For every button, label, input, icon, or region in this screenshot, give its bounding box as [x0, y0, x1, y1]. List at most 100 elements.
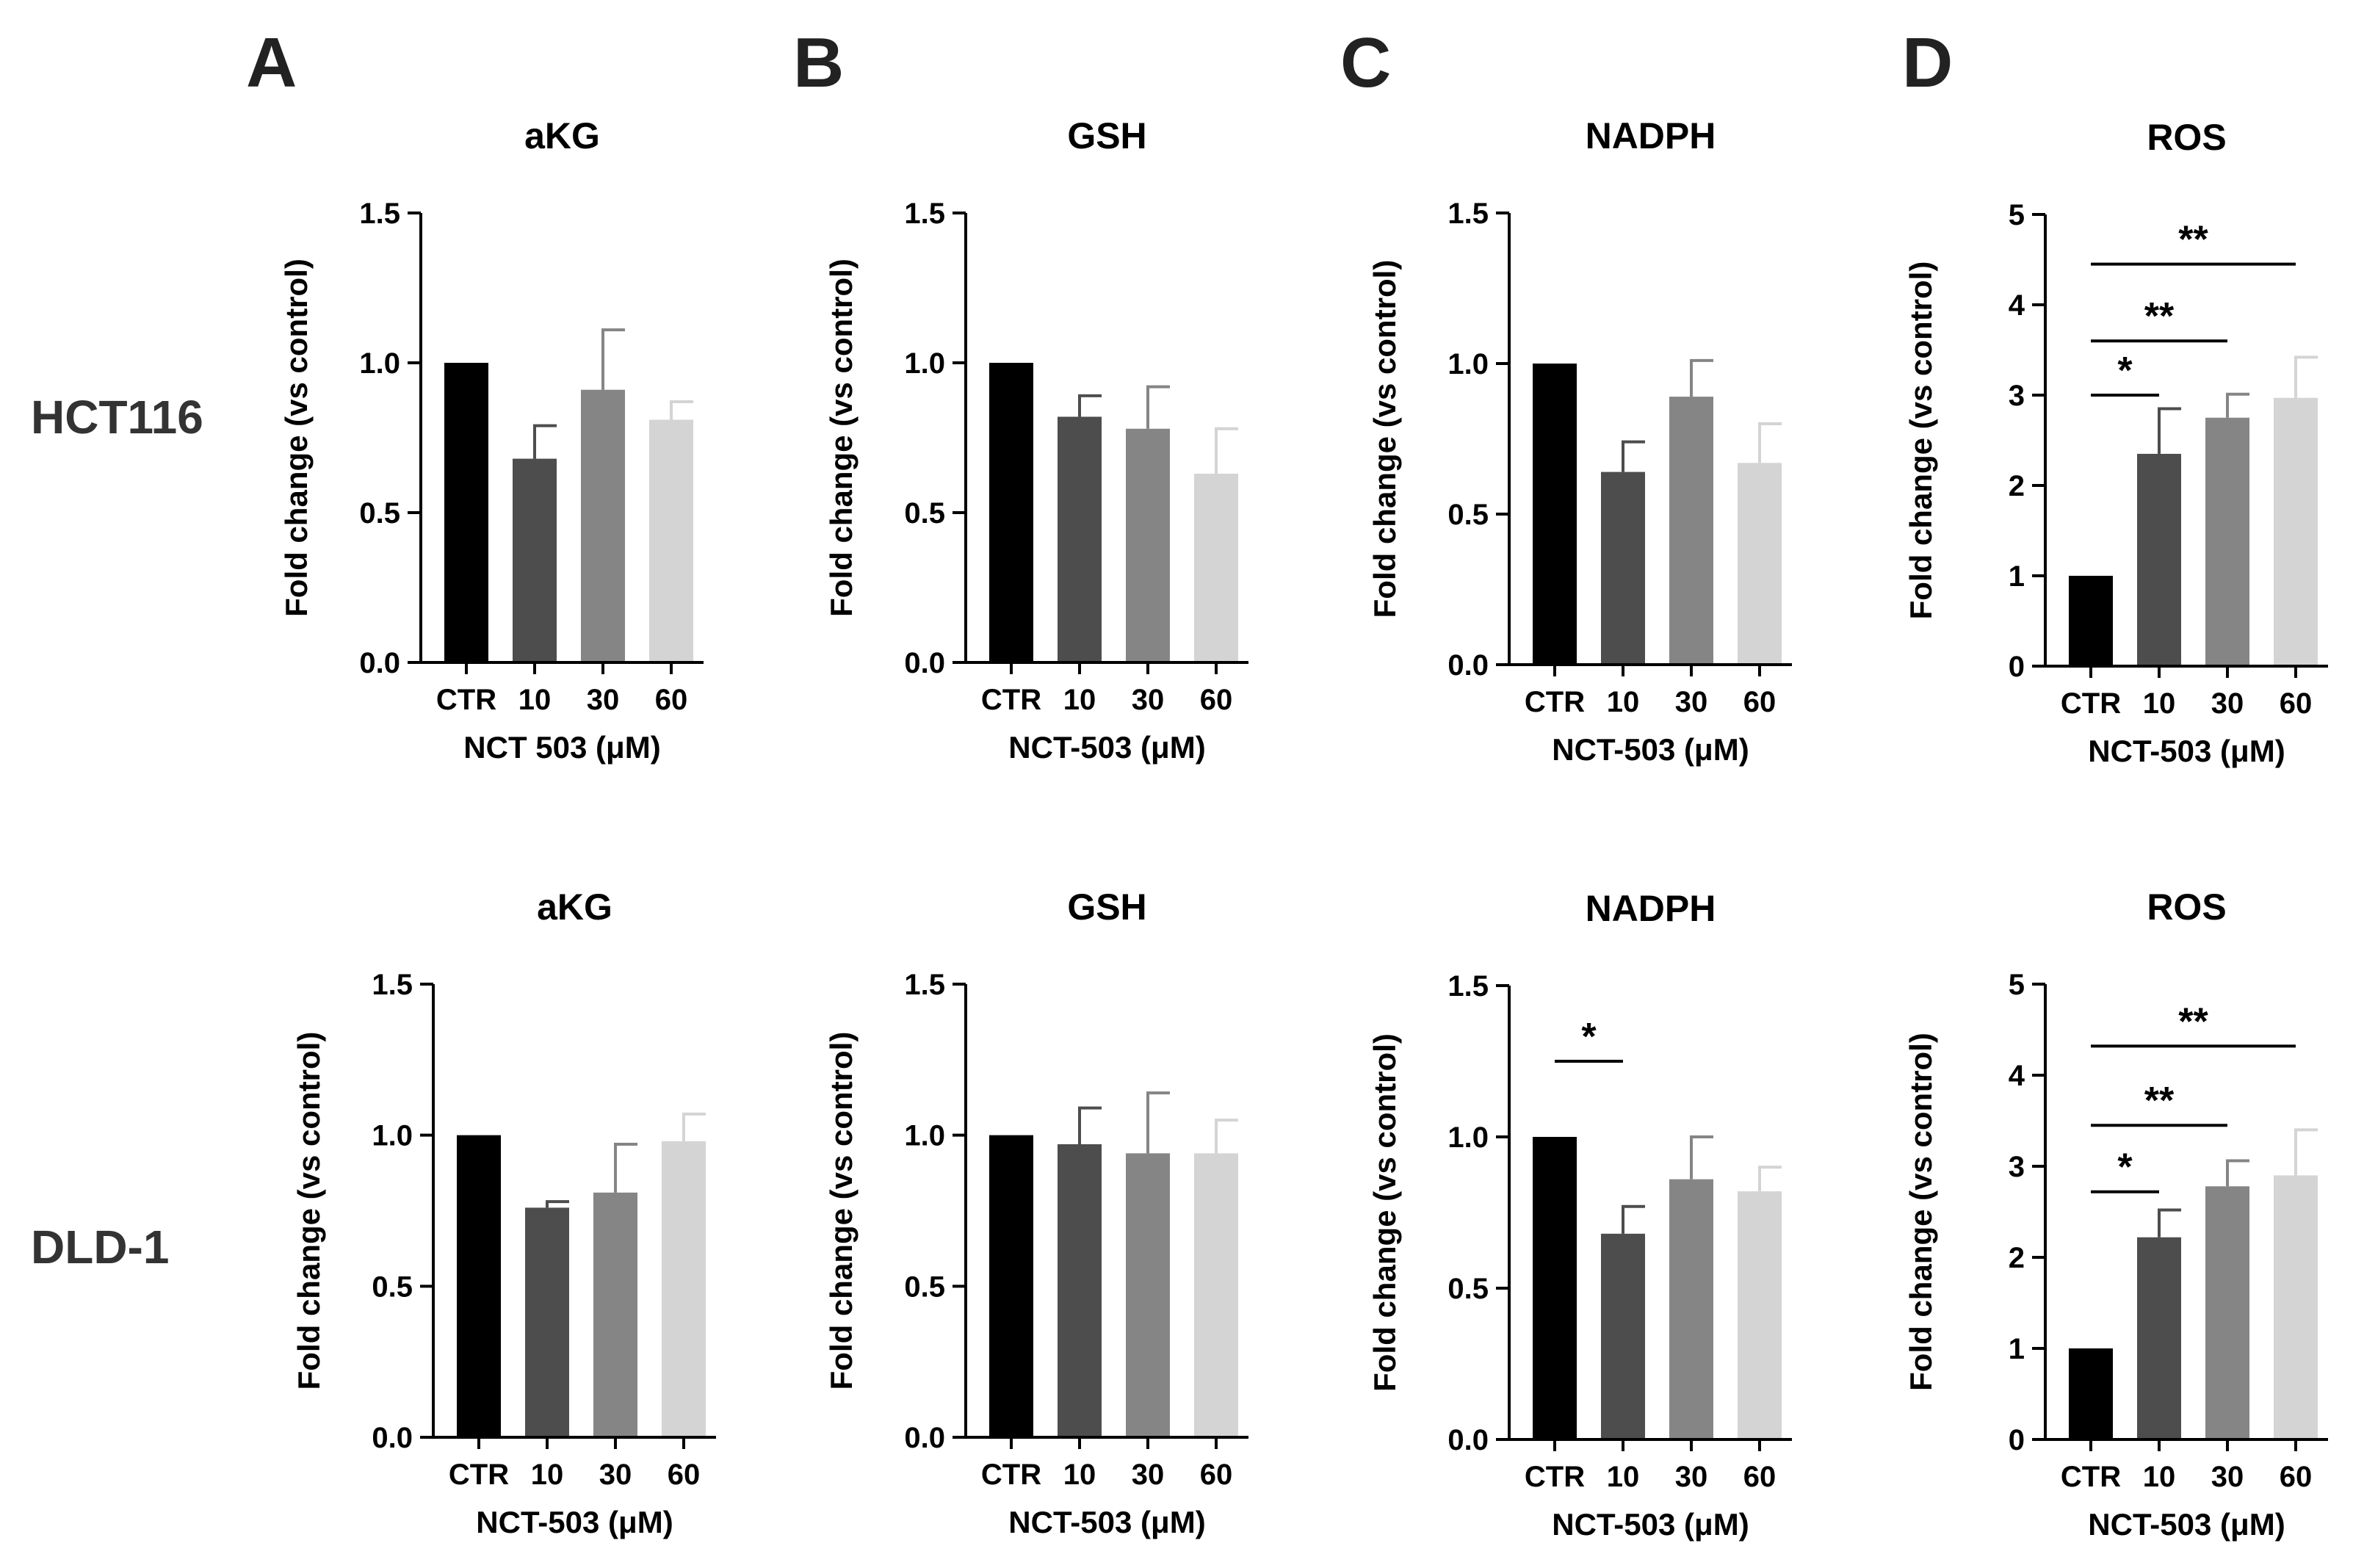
y-tick-label: 5	[2009, 199, 2025, 231]
y-tick-label: 1.5	[372, 969, 413, 1001]
x-tick-label: 10	[1607, 686, 1640, 718]
y-tick-label: 0.0	[1447, 1424, 1489, 1456]
bar-60	[1194, 473, 1238, 662]
y-tick-label: 2	[2009, 470, 2025, 502]
bar-ctr	[457, 1135, 501, 1437]
y-tick-label: 1.0	[372, 1120, 413, 1152]
y-tick-label: 0	[2009, 1424, 2025, 1456]
bar-30	[2205, 417, 2249, 666]
bar-30	[581, 389, 625, 662]
y-tick-label: 2	[2009, 1242, 2025, 1274]
y-tick-label: 0.5	[359, 497, 400, 530]
x-tick-label: 30	[2211, 687, 2244, 720]
bar-60	[1738, 463, 1782, 665]
x-axis-label: NCT-503 (μM)	[1008, 730, 1205, 765]
y-tick-label: 1.0	[904, 347, 945, 380]
bar-60	[2274, 1175, 2318, 1439]
y-tick-label: 1.0	[904, 1120, 945, 1152]
y-axis-label: Fold change (vs control)	[1367, 260, 1402, 618]
significance-label: **	[2178, 219, 2208, 261]
y-tick-label: 1.5	[359, 198, 400, 230]
x-axis-label: NCT 503 (μM)	[463, 730, 660, 765]
row-label-hct116: HCT116	[31, 391, 203, 444]
y-tick-label: 3	[2009, 380, 2025, 412]
bar-10	[513, 458, 557, 662]
panel-letter-c: C	[1340, 24, 1391, 102]
x-axis-label: NCT-503 (μM)	[2088, 734, 2285, 768]
chart-hct116-gsh: GSH 0.0 0.5 1.0 1.5 CTR 10 30 60 NCT-503 (μM) Fold…	[824, 115, 1248, 765]
x-tick-label: 30	[1132, 684, 1165, 716]
chart-title: GSH	[1067, 115, 1146, 156]
x-tick-label: 30	[587, 684, 620, 716]
significance-label: *	[2117, 350, 2133, 392]
x-tick-label: 60	[1743, 686, 1777, 718]
y-tick-label: 0.0	[359, 647, 400, 679]
chart-dld1-ros: ROS 0 1 2 3 4 5 CTR 10 30 60 NCT-503 (μM) Fold chang…	[1904, 886, 2328, 1542]
x-axis-label: NCT-503 (μM)	[1552, 732, 1749, 767]
bar-30	[1669, 1179, 1713, 1439]
chart-dld1-akg: aKG 0.0 0.5 1.0 1.5 CTR 10 30 60 NCT-503 (μM) Fold…	[292, 886, 716, 1539]
panel-letter-d: D	[1902, 24, 1953, 102]
x-tick-label: CTR	[2061, 687, 2121, 720]
y-tick-label: 1.0	[1447, 1121, 1489, 1154]
bar-ctr	[989, 363, 1033, 662]
row-label-dld1: DLD-1	[31, 1221, 169, 1273]
chart-title: NADPH	[1586, 888, 1716, 929]
significance-label: *	[2117, 1146, 2133, 1189]
x-tick-label: 30	[1675, 1461, 1708, 1493]
bar-ctr	[444, 363, 488, 662]
y-axis-label: Fold change (vs control)	[1367, 1033, 1402, 1392]
chart-title: aKG	[537, 886, 612, 928]
x-axis-label: NCT-503 (μM)	[1008, 1505, 1205, 1539]
x-tick-label: 10	[1063, 684, 1096, 716]
chart-hct116-ros: ROS 0 1 2 3 4 5 CTR 10 30 60 NCT-503 (μM) Fold chang…	[1904, 117, 2328, 768]
y-tick-label: 0.0	[1447, 649, 1489, 682]
x-tick-label: CTR	[1525, 1461, 1585, 1493]
significance-label: **	[2178, 1000, 2208, 1043]
chart-title: ROS	[2147, 117, 2226, 158]
y-tick-label: 0.5	[1447, 1273, 1489, 1305]
x-tick-label: 60	[2280, 687, 2313, 720]
chart-title: GSH	[1067, 886, 1146, 928]
y-axis-label: Fold change (vs control)	[824, 259, 859, 617]
x-tick-label: CTR	[981, 684, 1041, 716]
y-tick-label: 4	[2009, 1060, 2025, 1092]
bar-60	[1738, 1191, 1782, 1439]
y-tick-label: 1.5	[1447, 198, 1489, 230]
bar-30	[1126, 428, 1170, 662]
bar-ctr	[1533, 364, 1577, 665]
x-tick-label: 10	[531, 1459, 564, 1491]
x-tick-label: 60	[2280, 1461, 2313, 1493]
significance-label: *	[1581, 1016, 1597, 1058]
bar-10	[1058, 416, 1102, 662]
y-tick-label: 1.5	[904, 198, 945, 230]
x-axis-label: NCT-503 (μM)	[476, 1505, 673, 1539]
y-tick-label: 1.5	[1447, 970, 1489, 1002]
y-axis-label: Fold change (vs control)	[1904, 1033, 1938, 1391]
y-tick-label: 0.5	[1447, 499, 1489, 531]
y-tick-label: 0.0	[904, 647, 945, 679]
chart-title: NADPH	[1586, 115, 1716, 156]
bar-ctr	[2069, 1348, 2113, 1439]
chart-hct116-akg: aKG 0.0 0.5 1.0 1.5 CTR 10 30 60 NCT 503 (μM) Fold…	[279, 115, 704, 765]
chart-title: aKG	[524, 115, 600, 156]
y-axis-label: Fold change (vs control)	[824, 1032, 859, 1390]
y-tick-label: 0	[2009, 651, 2025, 683]
bar-10	[1601, 1233, 1645, 1439]
panel-letter-a: A	[246, 24, 297, 102]
y-tick-label: 1	[2009, 1333, 2025, 1365]
bar-ctr	[2069, 576, 2113, 666]
x-axis-label: NCT-503 (μM)	[1552, 1507, 1749, 1542]
x-tick-label: CTR	[1525, 686, 1585, 718]
y-tick-label: 1.0	[1447, 348, 1489, 380]
bar-10	[1058, 1144, 1102, 1437]
x-tick-label: 30	[599, 1459, 632, 1491]
x-tick-label: CTR	[981, 1459, 1041, 1491]
x-tick-label: 60	[1200, 684, 1233, 716]
x-tick-label: 60	[1743, 1461, 1777, 1493]
bar-30	[593, 1192, 637, 1437]
chart-dld1-nadph: NADPH 0.0 0.5 1.0 1.5 CTR 10 30 60 NCT-503 (μM) Fo…	[1367, 888, 1792, 1542]
y-tick-label: 0.5	[372, 1271, 413, 1303]
x-tick-label: 10	[2143, 1461, 2176, 1493]
x-tick-label: 60	[668, 1459, 701, 1491]
